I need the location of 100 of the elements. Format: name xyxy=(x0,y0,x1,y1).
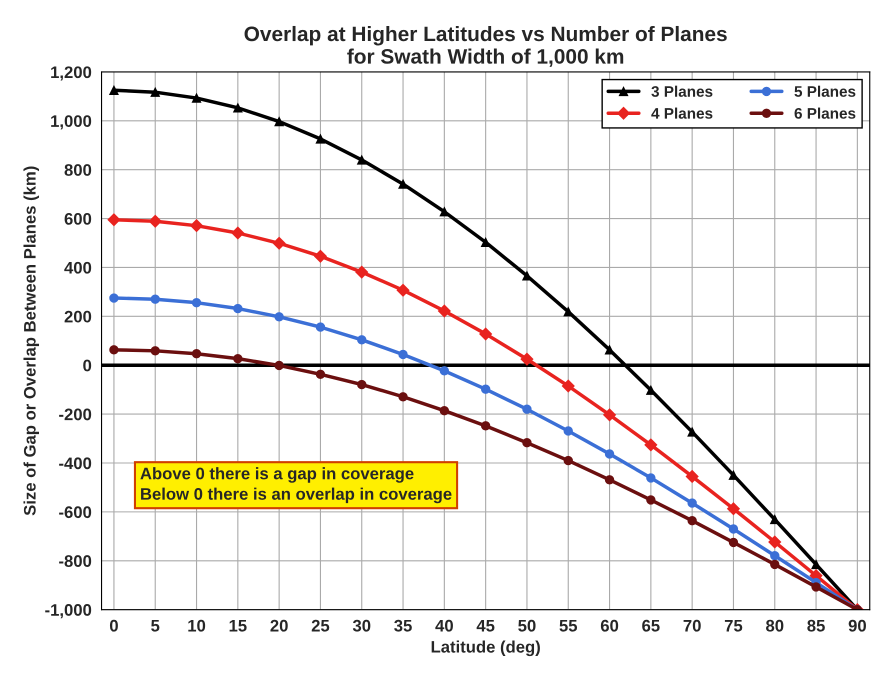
point xyxy=(148,214,162,228)
x-tick-label: 60 xyxy=(600,620,618,632)
point xyxy=(274,312,284,322)
x-tick-label: 85 xyxy=(807,620,825,632)
x-tick-label: 70 xyxy=(684,620,701,632)
point xyxy=(357,335,366,344)
x-tick-label: 20 xyxy=(270,620,288,632)
point xyxy=(357,380,366,390)
point xyxy=(687,516,697,526)
point xyxy=(314,250,327,263)
point xyxy=(522,438,532,448)
point xyxy=(109,293,119,303)
point xyxy=(398,179,408,189)
point xyxy=(564,456,573,466)
x-tick-label: 25 xyxy=(312,620,330,632)
point xyxy=(440,406,450,416)
x-tick-label: 35 xyxy=(394,620,412,632)
point xyxy=(770,550,780,560)
point xyxy=(274,360,284,370)
y-tick-label: -800 xyxy=(59,555,92,567)
legend-label: 6 Planes xyxy=(794,108,856,119)
y-tick-label: 200 xyxy=(64,310,92,323)
legend-label: 5 Planes xyxy=(794,86,856,97)
point xyxy=(398,392,408,402)
x-axis-title: Latitude (deg) xyxy=(432,640,540,656)
chart-title: Overlap at Higher Latitudes vs Number of Planes for Swath Width of 1,000 km xyxy=(244,26,727,67)
x-tick-label: 50 xyxy=(518,620,536,632)
y-axis-title: Size of Gap or Overlap Between Planes (km) xyxy=(23,166,40,516)
y-tick-label: 600 xyxy=(64,212,92,225)
point xyxy=(192,93,202,103)
point xyxy=(233,103,243,113)
legend-label: 4 Planes xyxy=(651,108,712,119)
point xyxy=(644,438,658,452)
point xyxy=(811,560,821,570)
point xyxy=(109,345,119,355)
point xyxy=(479,328,492,340)
point xyxy=(686,470,699,483)
point xyxy=(272,236,286,250)
point xyxy=(770,514,780,524)
x-tick-label: 5 xyxy=(151,620,160,632)
point xyxy=(522,404,532,414)
x-tick-label: 65 xyxy=(642,620,660,632)
x-tick-label: 55 xyxy=(560,620,578,632)
point xyxy=(646,495,656,505)
point xyxy=(811,582,821,592)
point xyxy=(316,370,326,379)
annotation: Above 0 there is a gap in coverage Below 0 there is an overlap in coverage xyxy=(140,467,452,504)
point xyxy=(274,116,284,126)
point xyxy=(604,449,614,459)
point xyxy=(480,421,490,431)
point xyxy=(604,475,614,485)
point xyxy=(520,352,534,366)
point xyxy=(480,238,490,247)
point xyxy=(768,536,782,548)
y-tick-label: -400 xyxy=(59,457,92,470)
point xyxy=(727,502,740,516)
y-tick-label: 800 xyxy=(64,164,92,176)
point xyxy=(770,560,780,570)
x-tick-label: 90 xyxy=(848,620,866,632)
y-tick-label: -200 xyxy=(59,408,92,420)
y-tick-label: -1,000 xyxy=(45,604,92,618)
point xyxy=(646,385,656,395)
legend-label: 3 Planes xyxy=(651,86,712,97)
point xyxy=(150,88,160,97)
y-tick-label: 1,200 xyxy=(51,66,92,81)
point xyxy=(398,350,408,360)
point xyxy=(728,538,738,548)
point xyxy=(440,207,450,216)
y-tick-label: 1,000 xyxy=(51,115,92,130)
point xyxy=(562,380,575,392)
point xyxy=(604,345,614,355)
point xyxy=(646,473,656,483)
point xyxy=(357,155,366,165)
x-tick-label: 75 xyxy=(724,620,742,632)
point xyxy=(150,294,160,304)
x-tick-label: 10 xyxy=(188,620,206,632)
point xyxy=(150,346,160,356)
point xyxy=(231,226,244,240)
point xyxy=(190,219,203,232)
point xyxy=(396,284,410,297)
x-tick-label: 15 xyxy=(230,620,247,632)
x-tick-label: 0 xyxy=(110,620,118,632)
point xyxy=(728,524,738,534)
point xyxy=(192,298,202,308)
x-tick-label: 80 xyxy=(766,620,784,632)
point xyxy=(440,366,450,376)
y-tick-label: 0 xyxy=(83,360,92,372)
point xyxy=(316,322,326,332)
point xyxy=(233,304,243,314)
point xyxy=(687,427,697,437)
point xyxy=(687,498,697,508)
y-tick-label: -600 xyxy=(59,506,92,518)
x-tick-label: 40 xyxy=(435,620,453,632)
point xyxy=(564,426,573,436)
y-tick-label: 400 xyxy=(64,262,92,274)
x-tick-label: 30 xyxy=(352,620,370,632)
point xyxy=(316,134,326,144)
x-tick-label: 45 xyxy=(476,620,494,632)
point xyxy=(109,86,119,95)
point xyxy=(192,349,202,358)
